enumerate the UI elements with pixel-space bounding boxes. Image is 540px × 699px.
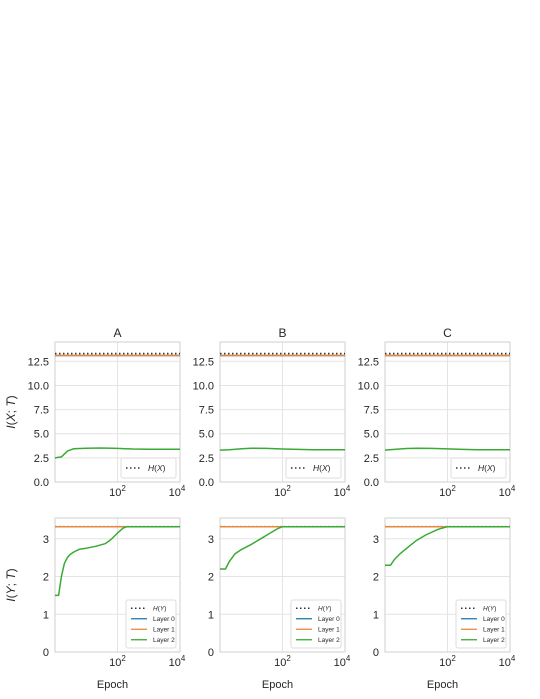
y-tick-label: 5.0 xyxy=(34,429,49,441)
legend-box xyxy=(455,599,507,649)
legend-label: Layer 1 xyxy=(153,626,175,633)
y-tick-label: 0.0 xyxy=(199,477,214,489)
series-line-layer-2 xyxy=(219,447,345,451)
x-tick-label: 104 xyxy=(334,484,351,499)
plot-frame xyxy=(54,341,181,483)
y-tick-label: 3 xyxy=(208,534,214,546)
legend-label: H(X) xyxy=(313,463,331,473)
chart-panel-5: 0 1 2 3 102 104 Epoch H(Y) Layer 0 Layer 1 Layer 2 xyxy=(208,517,351,691)
chart-panel-2: 0.0 2.5 5.0 7.5 10.0 12.5 102 104 B H(X) xyxy=(193,326,351,499)
y-tick-label: 10.0 xyxy=(358,380,379,392)
legend: H(X) xyxy=(120,457,177,479)
series-line-layer-2 xyxy=(55,525,180,597)
legend: H(Y) Layer 0 Layer 1 Layer 2 xyxy=(125,599,177,649)
plot-frame xyxy=(384,341,511,483)
x-tick-label: 104 xyxy=(169,484,186,499)
y-tick-label: 3 xyxy=(373,534,379,546)
legend-label: Layer 2 xyxy=(318,637,340,644)
y-tick-label: 0.0 xyxy=(364,477,379,489)
y-tick-label: 0 xyxy=(373,647,379,659)
legend: H(Y) Layer 0 Layer 1 Layer 2 xyxy=(455,599,507,649)
y-tick-label: 10.0 xyxy=(28,380,49,392)
x-tick-label: 102 xyxy=(274,654,291,669)
plot-frame xyxy=(219,341,346,483)
y-tick-label: 2.5 xyxy=(199,453,214,465)
chart-panel-3: 0.0 2.5 5.0 7.5 10.0 12.5 102 104 C H(X) xyxy=(358,326,516,499)
y-axis-label: I(X; T) xyxy=(4,395,18,428)
x-tick-label: 104 xyxy=(499,484,516,499)
series-line-layer-2 xyxy=(385,525,510,566)
x-tick-label: 104 xyxy=(169,654,186,669)
y-tick-label: 3 xyxy=(43,534,49,546)
legend-label: H(Y) xyxy=(153,605,166,612)
y-tick-label: 1 xyxy=(43,609,49,621)
y-tick-label: 12.5 xyxy=(28,356,49,368)
x-tick-label: 102 xyxy=(109,484,126,499)
legend-box xyxy=(290,599,342,649)
y-tick-label: 10.0 xyxy=(193,380,214,392)
x-axis-label: Epoch xyxy=(97,679,128,691)
chart-panel-6: 0 1 2 3 102 104 Epoch H(Y) Layer 0 Layer 1 Layer 2 xyxy=(373,517,516,691)
chart-panel-1: 0.0 2.5 5.0 7.5 10.0 12.5 102 104 A I(X; T) H(X) xyxy=(4,326,186,499)
y-tick-label: 12.5 xyxy=(193,356,214,368)
y-tick-label: 2 xyxy=(43,572,49,584)
y-tick-label: 5.0 xyxy=(199,429,214,441)
legend-box xyxy=(285,457,342,479)
y-tick-label: 7.5 xyxy=(34,405,49,417)
legend: H(X) xyxy=(450,457,507,479)
legend-label: Layer 2 xyxy=(153,637,175,644)
y-tick-label: 0 xyxy=(208,647,214,659)
y-tick-label: 2 xyxy=(373,572,379,584)
y-tick-label: 1 xyxy=(208,609,214,621)
legend: H(Y) Layer 0 Layer 1 Layer 2 xyxy=(290,599,342,649)
x-tick-label: 104 xyxy=(499,654,516,669)
series-line-layer-2 xyxy=(220,525,345,570)
legend-box xyxy=(450,457,507,479)
y-tick-label: 7.5 xyxy=(199,405,214,417)
chart-panel-4: 0 1 2 3 102 104 I(Y; T) Epoch H(Y) Layer 0 Layer 1… xyxy=(4,517,186,691)
legend-label: Layer 0 xyxy=(153,616,175,623)
legend-box xyxy=(120,457,177,479)
legend-label: H(Y) xyxy=(318,605,331,612)
y-tick-label: 7.5 xyxy=(364,405,379,417)
x-axis-label: Epoch xyxy=(427,679,458,691)
y-tick-label: 0.0 xyxy=(34,477,49,489)
y-tick-label: 12.5 xyxy=(358,356,379,368)
plot-frame xyxy=(384,517,511,653)
legend-label: Layer 1 xyxy=(483,626,505,633)
legend-label: Layer 2 xyxy=(483,637,505,644)
x-tick-label: 102 xyxy=(439,484,456,499)
series-line-layer-2 xyxy=(54,447,180,459)
legend-box xyxy=(125,599,177,649)
y-axis-label: I(Y; T) xyxy=(4,568,18,601)
x-tick-label: 104 xyxy=(334,654,351,669)
y-tick-label: 2.5 xyxy=(34,453,49,465)
x-tick-label: 102 xyxy=(439,654,456,669)
y-tick-label: 2 xyxy=(208,572,214,584)
chart-title: B xyxy=(278,326,286,340)
legend-label: Layer 1 xyxy=(318,626,340,633)
chart-title: C xyxy=(443,326,452,340)
x-tick-label: 102 xyxy=(274,484,291,499)
plot-frame xyxy=(54,517,181,653)
chart-title: A xyxy=(113,326,121,340)
legend-label: H(X) xyxy=(148,463,166,473)
series-line-layer-2 xyxy=(384,447,510,451)
legend-label: H(X) xyxy=(478,463,496,473)
legend-label: Layer 0 xyxy=(318,616,340,623)
y-tick-label: 1 xyxy=(373,609,379,621)
legend: H(X) xyxy=(285,457,342,479)
y-tick-label: 5.0 xyxy=(364,429,379,441)
legend-label: Layer 0 xyxy=(483,616,505,623)
x-axis-label: Epoch xyxy=(262,679,293,691)
plot-frame xyxy=(219,517,346,653)
legend-label: H(Y) xyxy=(483,605,496,612)
x-tick-label: 102 xyxy=(109,654,126,669)
y-tick-label: 2.5 xyxy=(364,453,379,465)
y-tick-label: 0 xyxy=(43,647,49,659)
